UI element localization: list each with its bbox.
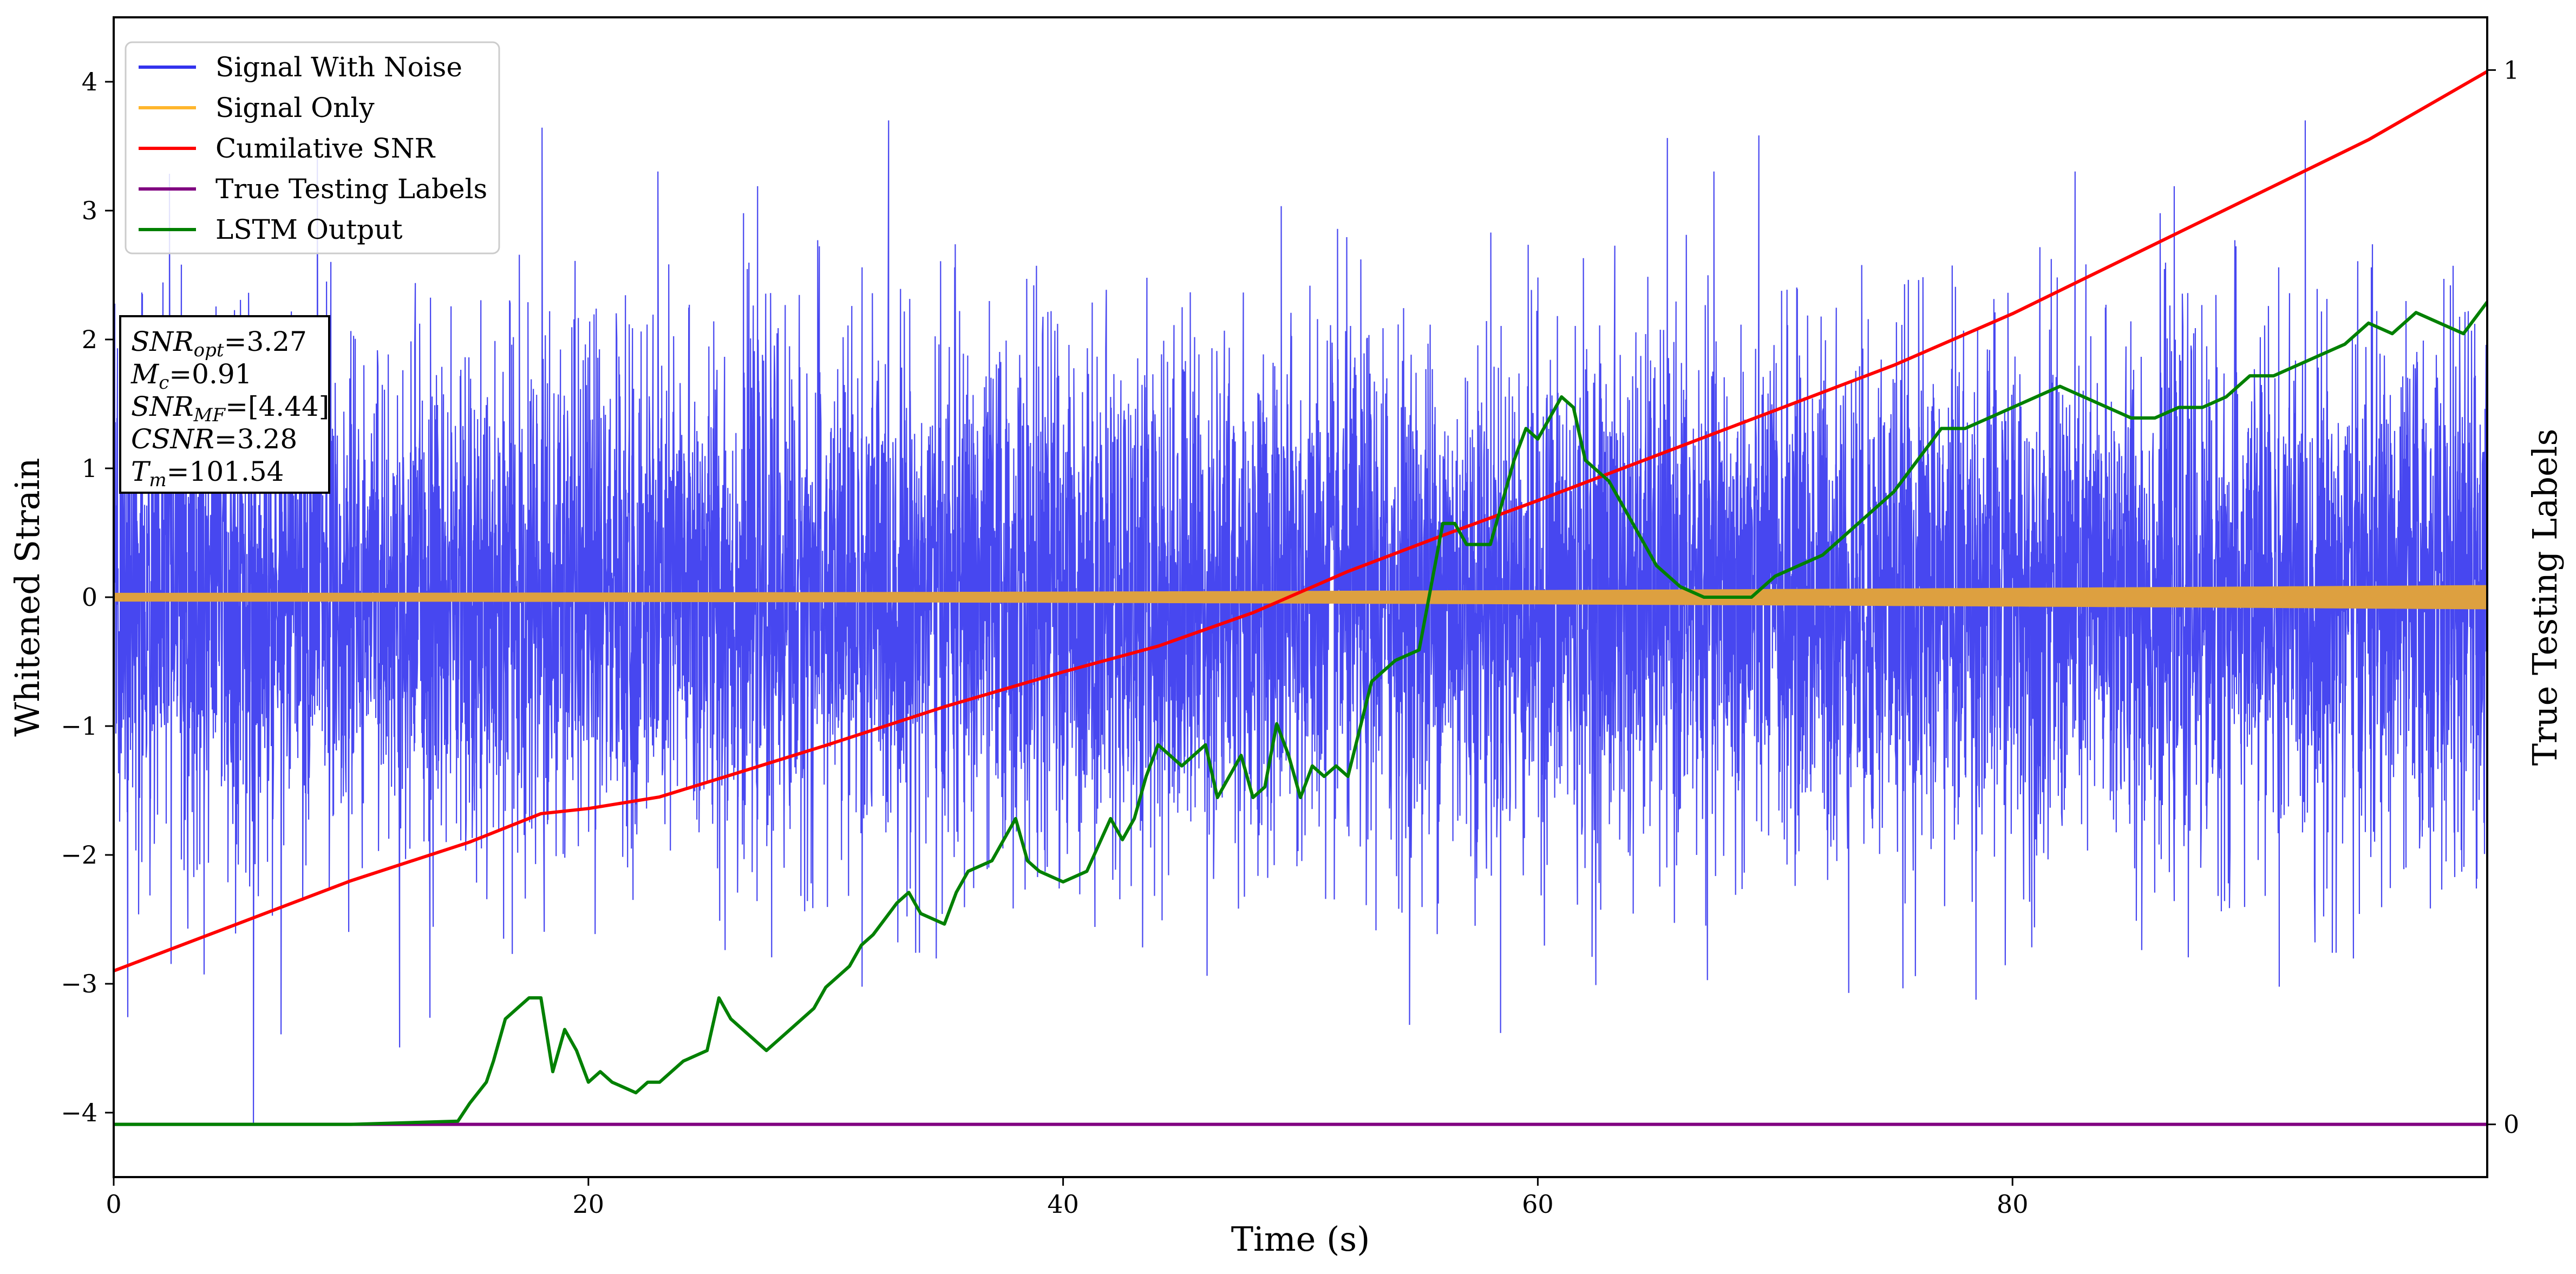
stats-line: CSNR=3.28 — [131, 423, 297, 455]
y-tick-label: 4 — [82, 67, 97, 96]
stats-lines: SNRopt=3.27Mc=0.91SNRMF=[4.44]CSNR=3.28T… — [130, 326, 329, 491]
y-tick-label: −2 — [61, 840, 97, 870]
series-line-cumilative-snr — [114, 70, 2487, 973]
x-tick-label: 20 — [573, 1190, 605, 1219]
y-tick-label: 1 — [82, 454, 97, 483]
y-axis-ticks: −4 −3 −2 −1 0 1 2 3 4 — [61, 67, 114, 1127]
y-tick-label: −4 — [61, 1098, 97, 1127]
y2-tick-label: 1 — [2503, 55, 2519, 84]
stats-line: Tm=101.54 — [131, 456, 284, 491]
stats-line: SNRopt=3.27 — [131, 326, 307, 361]
series-line-lstm-output — [114, 301, 2487, 1126]
series-lines — [114, 70, 2487, 1126]
legend-entry-label: Signal With Noise — [215, 51, 462, 83]
x-tick-label: 60 — [1522, 1190, 1554, 1219]
series-line-signal-with-noise — [114, 120, 2487, 1126]
legend-entry-label: True Testing Labels — [215, 173, 487, 205]
y-tick-label: 3 — [82, 196, 97, 225]
x-tick-label: 0 — [106, 1190, 121, 1219]
plot-area — [114, 70, 2487, 1126]
y2-axis-label: True Testing Labels — [2525, 429, 2565, 766]
stats-line: Mc=0.91 — [130, 358, 252, 394]
stats-line: SNRMF=[4.44] — [131, 391, 329, 426]
series-signal-only — [114, 585, 2487, 610]
x-tick-label: 80 — [1997, 1190, 2029, 1219]
y2-tick-label: 0 — [2503, 1110, 2519, 1139]
y-tick-label: −3 — [61, 969, 97, 998]
legend-entry-label: Signal Only — [215, 92, 375, 123]
y-axis-label: Whitened Strain — [8, 458, 47, 737]
series-signal-with-noise — [114, 120, 2487, 1126]
legend-entry-label: Cumilative SNR — [215, 133, 435, 164]
x-axis-label: Time (s) — [1231, 1219, 1370, 1259]
y2-axis-ticks: 01 — [2487, 55, 2519, 1139]
legend-entries: Signal With Noise Signal Only Cumilative S… — [139, 51, 487, 245]
stats-box-frame — [119, 315, 330, 494]
stats-box: SNRopt=3.27Mc=0.91SNRMF=[4.44]CSNR=3.28T… — [119, 315, 330, 494]
legend: Signal With Noise Signal Only Cumilative S… — [125, 41, 500, 254]
y-tick-label: 0 — [82, 583, 97, 612]
y-tick-label: −1 — [61, 711, 97, 741]
legend-box — [125, 41, 500, 254]
y-tick-label: 2 — [82, 325, 97, 354]
x-axis-ticks: 0 20 40 60 80 — [106, 1177, 2028, 1219]
legend-entry-label: LSTM Output — [215, 214, 402, 245]
series-line-signal-only — [114, 585, 2487, 610]
x-tick-label: 40 — [1047, 1190, 1079, 1219]
